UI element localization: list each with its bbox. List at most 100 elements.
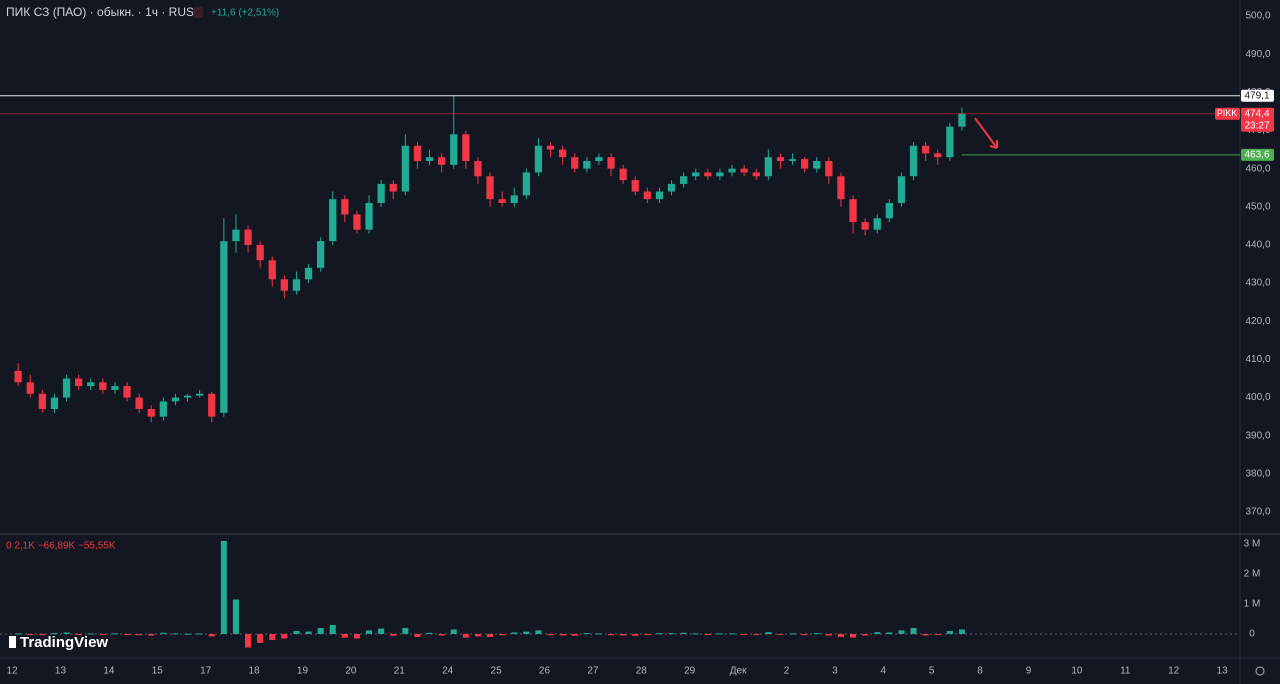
- candle-body: [329, 199, 337, 242]
- candle-body: [776, 157, 785, 162]
- candle-body: [244, 229, 252, 245]
- candle-body: [123, 386, 131, 398]
- chart-title: ПИК СЗ (ПАО) · обыкн. · 1ч · RUS: [6, 5, 194, 19]
- volume-bar: [232, 599, 239, 634]
- candle-body: [256, 244, 264, 261]
- candle-body: [788, 159, 797, 162]
- candle-body: [680, 176, 688, 184]
- candle-body: [885, 202, 893, 219]
- candle-body: [873, 218, 881, 230]
- x-tick-label: 10: [1071, 666, 1083, 677]
- candle-body: [413, 145, 422, 162]
- volume-bar: [136, 633, 143, 636]
- y-tick-label: 3 M: [1244, 539, 1261, 550]
- volume-bar: [15, 633, 22, 635]
- x-tick-label: 20: [345, 666, 357, 677]
- x-tick-label: 4: [881, 666, 887, 677]
- volume-bar: [825, 633, 832, 636]
- candle-body: [365, 202, 373, 230]
- candle-body: [87, 382, 95, 387]
- candle-body: [50, 397, 59, 410]
- y-tick-label: 410,0: [1245, 354, 1270, 365]
- candle-body: [450, 134, 458, 165]
- volume-bar: [39, 633, 46, 636]
- candle-body: [183, 395, 192, 398]
- volume-bar: [620, 633, 627, 636]
- candle-body: [801, 159, 809, 169]
- volume-legend: 0 2,1K −66,89K −55,55K: [6, 541, 116, 552]
- candle-body: [571, 157, 579, 169]
- x-tick-label: 26: [539, 666, 551, 677]
- volume-bar: [341, 633, 348, 638]
- arrow: [974, 117, 998, 149]
- candle-body: [825, 161, 833, 177]
- candle-body: [946, 126, 954, 158]
- candle-body: [401, 145, 409, 192]
- y-tick-label: 440,0: [1245, 240, 1270, 251]
- candle-body: [111, 386, 119, 390]
- volume-bar: [789, 633, 796, 635]
- x-tick-label: 18: [249, 666, 261, 677]
- volume-bar: [208, 633, 215, 637]
- price-label-box: [1241, 107, 1274, 132]
- candle-body: [704, 172, 712, 177]
- x-tick-label: 17: [200, 666, 212, 677]
- volume-bar: [729, 633, 736, 635]
- candle-body: [38, 393, 46, 410]
- volume-bar: [874, 632, 881, 634]
- volume-bar: [87, 633, 94, 635]
- volume-bar: [353, 633, 360, 639]
- candle-body: [922, 145, 930, 154]
- candle-body: [425, 157, 434, 162]
- candle-body: [135, 397, 143, 410]
- y-tick-label: 450,0: [1245, 201, 1270, 212]
- volume-bar: [765, 632, 772, 634]
- volume-bar: [813, 633, 820, 635]
- countdown: 23:27: [1244, 120, 1269, 131]
- volume-bar: [99, 633, 106, 635]
- volume-bar: [378, 628, 385, 634]
- candle-body: [559, 149, 567, 158]
- candle-body: [667, 183, 676, 192]
- y-tick-label: 420,0: [1245, 316, 1270, 327]
- y-tick-label: 400,0: [1245, 392, 1270, 403]
- candle-body: [292, 279, 301, 291]
- candle-body: [510, 195, 518, 203]
- candle-body: [692, 172, 700, 177]
- candle-body: [474, 161, 482, 177]
- candle-body: [583, 161, 591, 169]
- y-tick-label: 500,0: [1245, 11, 1270, 22]
- candle-body: [462, 134, 470, 162]
- candle-body: [619, 168, 627, 181]
- y-tick-label: 2 M: [1244, 569, 1261, 580]
- price-label: 479,1: [1244, 90, 1269, 101]
- candle-body: [813, 161, 821, 169]
- volume-bar: [245, 633, 252, 648]
- volume-bar: [462, 633, 469, 638]
- candle-body: [716, 172, 724, 177]
- volume-bar: [184, 633, 191, 635]
- x-tick-label: 28: [636, 666, 648, 677]
- candle-body: [534, 145, 543, 173]
- volume-bar: [777, 633, 784, 635]
- volume-bar: [753, 633, 760, 635]
- price-label-box: [1241, 89, 1274, 102]
- volume-bar: [426, 632, 433, 634]
- candle-body: [486, 176, 494, 200]
- volume-bar: [269, 633, 276, 640]
- volume-bar: [402, 627, 409, 634]
- volume-bar: [837, 633, 844, 637]
- x-tick-label: 5: [929, 666, 935, 677]
- candle-body: [607, 157, 615, 169]
- x-tick-label: 13: [55, 666, 67, 677]
- volume-bar: [511, 632, 518, 634]
- volume-bar: [716, 633, 723, 635]
- volume-bar: [317, 627, 324, 634]
- volume-bar: [741, 633, 748, 635]
- settings-icon[interactable]: [1255, 666, 1265, 676]
- candle-body: [909, 145, 918, 177]
- candle-body: [99, 382, 107, 390]
- volume-bar: [922, 633, 929, 636]
- logo-mark: [9, 636, 16, 648]
